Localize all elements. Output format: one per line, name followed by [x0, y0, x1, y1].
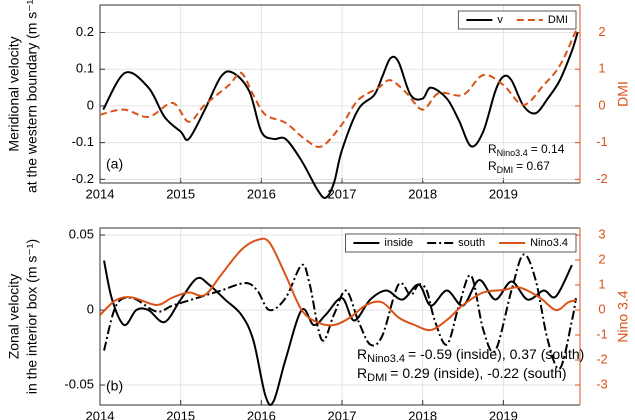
legend-label: Nino3.4 — [530, 237, 568, 249]
y2-tick-label: -2 — [596, 171, 608, 186]
y-tick-label: 0.2 — [76, 24, 94, 39]
stat-value: = 0.14 — [531, 142, 565, 156]
y2-axis-label: Nino 3.4 — [615, 290, 631, 342]
legend-label: inside — [384, 237, 413, 249]
stat-value: = 0.29 (inside), -0.22 (south) — [390, 365, 566, 381]
axes-box — [99, 227, 580, 406]
y2-axis-label: DMI — [615, 81, 631, 107]
y2-tick-label: 0 — [598, 301, 605, 316]
legend: v DMI — [457, 10, 577, 30]
y2-tick-label: -1 — [596, 134, 608, 149]
stat-symbol: R — [357, 346, 367, 362]
x-tick-label: 2015 — [166, 186, 195, 201]
y-tick-label: -0.1 — [72, 134, 94, 149]
legend-label: south — [458, 237, 485, 249]
series-line — [103, 253, 577, 370]
y2-tick-label: 1 — [598, 276, 605, 291]
y2-tick-label: 2 — [598, 251, 605, 266]
panel-label: (a) — [106, 156, 123, 172]
stat-symbol: R — [488, 159, 497, 173]
legend-label: DMI — [548, 14, 568, 26]
y2-tick-label: 0 — [598, 97, 605, 112]
stat-subscript: DMI — [497, 165, 514, 175]
stat-value: = 0.67 — [516, 159, 550, 173]
y-axis-label: in the interior box (m s⁻¹) — [24, 239, 40, 394]
y2-tick-label: -1 — [596, 326, 608, 341]
axes-box — [99, 4, 580, 184]
y2-tick-label: 1 — [598, 61, 605, 76]
x-tick-label: 2019 — [489, 408, 518, 420]
y2-tick-label: 3 — [598, 226, 605, 241]
x-tick-label: 2014 — [86, 186, 115, 201]
x-tick-label: 2014 — [86, 408, 115, 420]
y-tick-label: 0 — [87, 301, 94, 316]
x-tick-label: 2016 — [247, 408, 276, 420]
stat-text: RNino3.4 = -0.59 (inside), 0.37 (south) — [357, 346, 584, 365]
y-tick-label: -0.05 — [64, 376, 94, 391]
stat-symbol: R — [488, 142, 497, 156]
stat-subscript: DMI — [367, 372, 387, 384]
series-line — [99, 30, 577, 148]
x-tick-label: 2016 — [247, 186, 276, 201]
y-axis-label: Zonal velocity — [6, 274, 22, 360]
series-line — [99, 237, 577, 332]
legend-box — [345, 233, 577, 253]
y-tick-label: -0.2 — [72, 171, 94, 186]
x-tick-label: 2017 — [328, 408, 357, 420]
legend-label: v — [497, 14, 503, 26]
y-axis-label: at the western boundary (m s⁻¹) — [24, 0, 40, 193]
y-tick-label: 0.05 — [69, 226, 94, 241]
x-tick-label: 2018 — [408, 186, 437, 201]
y-axis-label: Meridional velocity — [6, 36, 22, 151]
stat-symbol: R — [357, 365, 367, 381]
stat-value: = -0.59 (inside), 0.37 (south) — [408, 346, 584, 362]
stat-subscript: Nino3.4 — [497, 148, 528, 158]
x-tick-label: 2017 — [328, 186, 357, 201]
stat-subscript: Nino3.4 — [367, 353, 405, 365]
y-tick-label: 0.1 — [76, 61, 94, 76]
y2-tick-label: -2 — [596, 351, 608, 366]
stat-text: RDMI = 0.29 (inside), -0.22 (south) — [357, 365, 567, 384]
x-tick-label: 2018 — [408, 408, 437, 420]
x-tick-label: 2015 — [166, 408, 195, 420]
series-line — [103, 260, 573, 406]
y-tick-label: 0 — [87, 97, 94, 112]
x-tick-label: 2019 — [489, 186, 518, 201]
plot-area — [100, 228, 580, 405]
stat-text: RNino3.4 = 0.14 — [488, 142, 565, 158]
series-line — [102, 32, 579, 199]
stat-text: RDMI = 0.67 — [488, 159, 550, 175]
legend: inside south Nino3.4 — [345, 233, 577, 253]
y2-tick-label: 2 — [598, 24, 605, 39]
panel-label: (b) — [106, 378, 123, 394]
y2-tick-label: -3 — [596, 376, 608, 391]
